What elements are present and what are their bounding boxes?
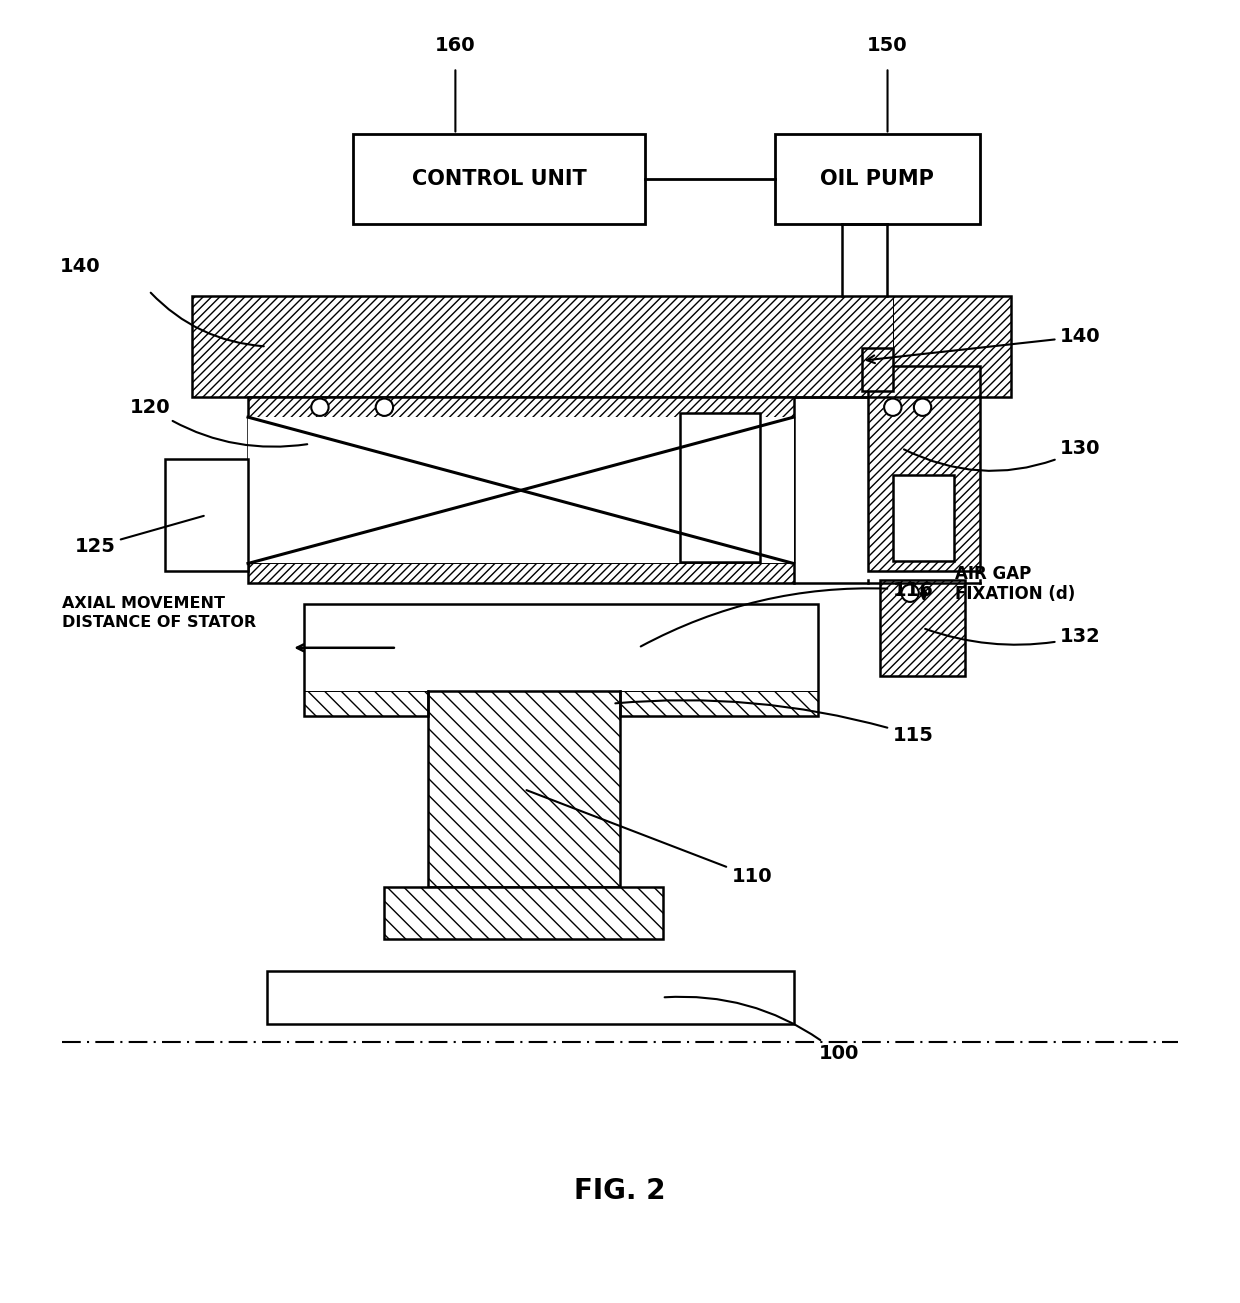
- Text: 160: 160: [435, 36, 476, 55]
- Circle shape: [914, 399, 931, 416]
- Circle shape: [884, 399, 901, 416]
- Bar: [775, 134, 980, 224]
- Text: CONTROL UNIT: CONTROL UNIT: [412, 169, 587, 189]
- Text: 132: 132: [925, 628, 1101, 646]
- Bar: [353, 134, 645, 224]
- Text: 130: 130: [904, 439, 1101, 470]
- Text: 125: 125: [74, 516, 203, 556]
- Text: 140: 140: [61, 257, 100, 276]
- Text: 116: 116: [641, 581, 934, 646]
- Bar: [880, 580, 965, 676]
- Bar: [868, 366, 980, 571]
- Bar: [428, 691, 620, 887]
- Bar: [304, 691, 818, 715]
- Text: 115: 115: [615, 700, 934, 745]
- Circle shape: [376, 399, 393, 416]
- Bar: [192, 296, 893, 397]
- Bar: [862, 348, 893, 391]
- Bar: [248, 397, 794, 584]
- Text: 110: 110: [527, 790, 773, 886]
- Bar: [862, 348, 893, 391]
- Bar: [893, 296, 1011, 397]
- Bar: [868, 366, 980, 571]
- Text: 120: 120: [130, 397, 308, 447]
- Text: FIG. 2: FIG. 2: [574, 1177, 666, 1205]
- Circle shape: [901, 585, 919, 602]
- Text: AXIAL MOVEMENT
DISTANCE OF STATOR: AXIAL MOVEMENT DISTANCE OF STATOR: [62, 595, 257, 631]
- Bar: [893, 474, 955, 560]
- Bar: [248, 397, 794, 417]
- Bar: [384, 887, 663, 939]
- Text: 150: 150: [867, 36, 908, 55]
- Bar: [267, 972, 794, 1023]
- Bar: [248, 563, 794, 584]
- Text: 140: 140: [867, 327, 1101, 364]
- Text: 100: 100: [665, 997, 859, 1063]
- Text: OIL PUMP: OIL PUMP: [821, 169, 934, 189]
- Bar: [304, 605, 818, 715]
- Bar: [248, 417, 794, 563]
- Bar: [304, 605, 818, 691]
- Bar: [880, 580, 965, 676]
- Bar: [428, 691, 620, 887]
- Bar: [165, 459, 248, 571]
- Circle shape: [311, 399, 329, 416]
- Bar: [192, 296, 1011, 397]
- Bar: [680, 413, 760, 562]
- Text: AIR GAP
FIXATION (d): AIR GAP FIXATION (d): [955, 564, 1075, 603]
- Bar: [384, 887, 663, 939]
